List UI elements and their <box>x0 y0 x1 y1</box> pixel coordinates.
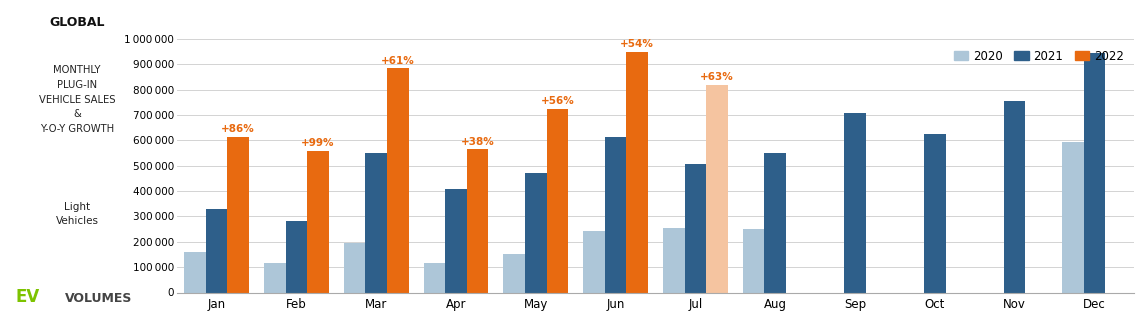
Bar <box>307 150 328 292</box>
Text: MONTHLY
PLUG-IN
VEHICLE SALES
&
Y-O-Y GROWTH: MONTHLY PLUG-IN VEHICLE SALES & Y-O-Y GR… <box>39 65 115 134</box>
Bar <box>286 221 307 292</box>
Bar <box>227 136 249 292</box>
Bar <box>845 112 865 292</box>
Bar <box>1084 53 1105 292</box>
Bar <box>466 149 488 292</box>
Bar <box>605 136 626 292</box>
Bar <box>344 242 366 292</box>
Text: VOLUMES: VOLUMES <box>65 292 132 306</box>
Text: Light
Vehicles: Light Vehicles <box>56 202 98 226</box>
Bar <box>206 209 227 292</box>
Text: +61%: +61% <box>381 56 415 66</box>
Bar <box>765 153 785 292</box>
Text: GLOBAL: GLOBAL <box>49 16 105 29</box>
Bar <box>424 263 446 292</box>
Bar <box>1004 101 1025 292</box>
Bar <box>546 109 568 292</box>
Legend: 2020, 2021, 2022: 2020, 2021, 2022 <box>950 45 1129 67</box>
Bar <box>626 52 648 292</box>
Bar <box>743 229 765 292</box>
Bar <box>386 68 408 292</box>
Text: +86%: +86% <box>221 124 255 134</box>
Text: +38%: +38% <box>461 137 495 147</box>
Bar <box>706 84 727 292</box>
Bar <box>446 189 466 292</box>
Bar <box>504 254 526 292</box>
Bar <box>584 231 605 292</box>
Bar <box>1062 142 1084 292</box>
Text: EV: EV <box>16 288 40 306</box>
Bar <box>185 252 206 292</box>
Bar <box>366 153 386 292</box>
Bar <box>264 263 286 292</box>
Bar <box>685 164 706 292</box>
Text: +56%: +56% <box>540 96 575 106</box>
Text: +63%: +63% <box>700 72 734 82</box>
Text: +99%: +99% <box>301 138 335 148</box>
Text: +54%: +54% <box>620 39 654 49</box>
Bar <box>925 134 945 292</box>
Bar <box>663 228 685 292</box>
Bar <box>526 173 546 292</box>
